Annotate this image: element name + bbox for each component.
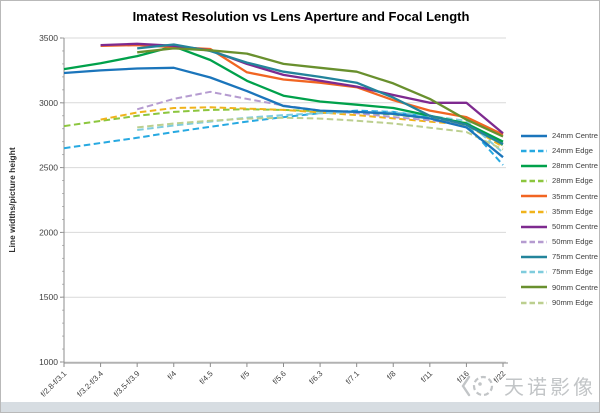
legend-swatch <box>521 255 547 259</box>
series-line-24mm-centre <box>63 66 504 159</box>
svg-text:f/3.5-f/3.9: f/3.5-f/3.9 <box>112 369 142 399</box>
legend-item-24mm-centre: 24mm Centre <box>521 128 598 143</box>
svg-text:2000: 2000 <box>39 227 58 237</box>
series-line-35mm-centre <box>100 43 504 136</box>
legend-item-35mm-edge: 35mm Edge <box>521 204 598 219</box>
svg-text:f/2.8-f/3.1: f/2.8-f/3.1 <box>39 369 69 399</box>
svg-text:f/4: f/4 <box>166 369 179 382</box>
legend-label: 75mm Edge <box>552 267 593 277</box>
legend-label: 28mm Centre <box>552 161 599 171</box>
legend-label: 50mm Centre <box>552 221 599 231</box>
legend-label: 28mm Edge <box>552 176 593 186</box>
svg-text:f/5.6: f/5.6 <box>271 369 288 386</box>
svg-text:f/16: f/16 <box>455 369 471 385</box>
legend-swatch <box>521 134 547 137</box>
legend-item-24mm-edge: 24mm Edge <box>521 143 598 158</box>
svg-text:f/4.5: f/4.5 <box>198 369 216 387</box>
legend-item-50mm-centre: 50mm Centre <box>521 219 598 234</box>
legend-swatch <box>521 149 547 153</box>
svg-text:3000: 3000 <box>39 98 58 108</box>
legend-swatch <box>521 286 547 289</box>
legend-item-28mm-edge: 28mm Edge <box>521 174 598 189</box>
legend-item-90mm-edge: 90mm Edge <box>521 295 598 310</box>
legend-label: 50mm Edge <box>552 237 593 247</box>
chart-title: Imatest Resolution vs Lens Aperture and … <box>133 9 470 24</box>
svg-text:1000: 1000 <box>39 357 58 367</box>
legend-item-35mm-centre: 35mm Centre <box>521 189 598 204</box>
legend-item-50mm-edge: 50mm Edge <box>521 234 598 249</box>
series-line-28mm-centre <box>63 45 504 143</box>
series-line-24mm-edge <box>63 109 504 166</box>
series-line-28mm-edge <box>63 108 504 147</box>
svg-text:f/6.3: f/6.3 <box>307 369 324 386</box>
bottom-strip <box>1 402 599 412</box>
gridlines <box>64 37 506 363</box>
svg-text:3500: 3500 <box>39 33 58 43</box>
series-line-90mm-edge <box>137 116 504 151</box>
axis-lines <box>63 38 508 364</box>
legend-label: 24mm Centre <box>552 130 599 140</box>
svg-text:f/7.1: f/7.1 <box>344 369 361 386</box>
y-axis-title: Line widths/picture height <box>7 147 17 252</box>
legend-item-28mm-centre: 28mm Centre <box>521 158 598 173</box>
legend-swatch <box>521 225 547 229</box>
y-axis-ticks <box>60 37 64 363</box>
legend-item-75mm-centre: 75mm Centre <box>521 250 598 265</box>
x-axis-tick-labels: f/2.8-f/3.1 f/3.2-f/3.4 f/3.5-f/3.9 f/4 f/4.… <box>39 369 508 399</box>
legend-item-75mm-edge: 75mm Edge <box>521 265 598 280</box>
series-line-50mm-edge <box>136 90 504 144</box>
legend-label: 24mm Edge <box>552 145 593 155</box>
legend-swatch <box>521 270 547 274</box>
svg-text:2500: 2500 <box>39 163 58 173</box>
series-lines <box>63 42 504 166</box>
svg-text:f/5: f/5 <box>239 369 252 382</box>
legend-swatch <box>521 195 547 198</box>
series-line-90mm-centre <box>137 47 504 138</box>
legend-label: 35mm Edge <box>552 206 593 216</box>
legend-swatch <box>521 240 547 244</box>
legend-swatch <box>521 164 547 168</box>
svg-text:f/8: f/8 <box>385 369 397 381</box>
y-axis-tick-labels: 1000 1500 2000 2500 3000 3500 <box>39 33 58 367</box>
legend-swatch <box>521 301 547 304</box>
svg-text:f/22: f/22 <box>492 369 508 385</box>
legend-label: 90mm Edge <box>552 297 593 307</box>
legend-swatch <box>521 210 547 213</box>
legend-item-90mm-centre: 90mm Centre <box>521 280 598 295</box>
svg-text:1500: 1500 <box>39 292 58 302</box>
legend-label: 75mm Centre <box>552 252 599 262</box>
legend-label: 90mm Centre <box>552 282 599 292</box>
svg-text:f/11: f/11 <box>419 369 434 384</box>
legend-label: 35mm Centre <box>552 191 599 201</box>
chart-legend: 24mm Centre 24mm Edge 28mm Centre 28mm Edge… <box>521 128 598 310</box>
svg-text:f/3.2-f/3.4: f/3.2-f/3.4 <box>75 369 105 399</box>
series-line-35mm-edge <box>100 106 504 148</box>
x-axis-ticks <box>63 363 504 367</box>
legend-swatch <box>521 179 547 183</box>
